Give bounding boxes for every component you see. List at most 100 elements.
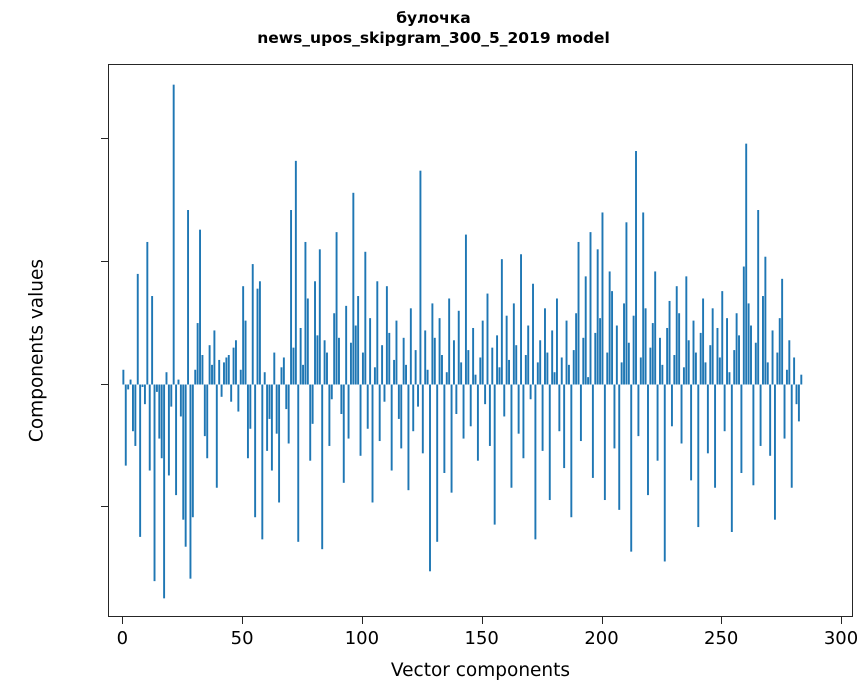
bar — [127, 384, 130, 390]
bar — [711, 308, 714, 385]
bar — [450, 384, 453, 493]
bar — [493, 384, 496, 525]
bar — [797, 384, 800, 422]
bar — [697, 384, 700, 528]
bar — [785, 369, 788, 385]
bar — [381, 345, 384, 385]
bar — [385, 286, 388, 385]
bar — [754, 342, 757, 385]
bar — [694, 352, 697, 385]
bar — [469, 384, 472, 427]
y-tick-mark — [101, 260, 108, 262]
bar — [567, 364, 570, 385]
bar — [141, 384, 144, 387]
bar — [321, 384, 324, 550]
bar — [383, 384, 386, 402]
bar — [534, 384, 537, 540]
bar — [160, 384, 163, 459]
bar — [620, 362, 623, 385]
bar — [280, 367, 283, 385]
bar — [417, 384, 419, 407]
bar — [757, 210, 760, 385]
bar — [414, 350, 417, 385]
bar — [474, 374, 477, 385]
bar — [397, 384, 400, 419]
bar — [376, 281, 379, 385]
bar — [254, 384, 257, 518]
bar — [167, 384, 170, 476]
bar — [740, 384, 743, 473]
bar — [496, 335, 499, 385]
x-tick-mark — [841, 617, 842, 624]
bar — [706, 384, 709, 454]
bar — [309, 384, 312, 461]
bar — [235, 340, 237, 385]
bar — [546, 352, 549, 385]
bar — [139, 384, 142, 537]
bar — [359, 384, 362, 456]
bar — [635, 151, 637, 385]
bar — [587, 377, 590, 385]
bar — [479, 357, 482, 385]
bar — [134, 384, 137, 446]
bar — [663, 384, 666, 562]
bar — [687, 340, 690, 385]
bar — [584, 276, 587, 385]
x-tick-mark — [122, 617, 124, 624]
bar — [194, 369, 197, 385]
bar — [642, 212, 645, 385]
bar — [716, 327, 719, 385]
bar — [196, 323, 199, 385]
bar — [184, 384, 187, 547]
bar — [565, 320, 568, 385]
bar — [752, 384, 755, 486]
bar — [335, 232, 338, 385]
x-tick-mark — [601, 617, 603, 624]
bar — [215, 384, 218, 488]
bar — [793, 357, 796, 385]
bar — [733, 350, 736, 385]
bar — [738, 335, 740, 385]
bar — [285, 384, 288, 410]
bar — [553, 372, 556, 385]
bar — [419, 170, 422, 385]
bar — [527, 325, 530, 385]
bar — [668, 300, 671, 385]
bar — [361, 352, 364, 385]
bar — [721, 291, 724, 385]
bar — [163, 384, 166, 599]
x-tick-label: 200 — [584, 628, 619, 649]
bar — [426, 369, 429, 385]
bar — [625, 222, 628, 385]
bar — [491, 347, 494, 385]
bar — [735, 313, 738, 385]
bar — [783, 384, 786, 439]
bar — [764, 256, 767, 385]
bar — [647, 384, 649, 496]
bar — [618, 384, 621, 510]
x-tick-label: 0 — [116, 628, 129, 649]
bar — [627, 342, 630, 385]
bar — [340, 384, 343, 414]
bar — [304, 241, 307, 385]
bar — [311, 384, 314, 424]
plot-area — [109, 65, 852, 616]
bar — [572, 350, 575, 385]
bar — [407, 384, 410, 491]
bar — [400, 384, 403, 449]
y-axis-label: Components values — [26, 258, 48, 443]
bar — [589, 232, 592, 385]
bar — [424, 330, 427, 385]
bar — [611, 291, 614, 385]
bar — [445, 372, 448, 385]
bar — [148, 384, 151, 471]
bar — [345, 305, 348, 385]
bar — [601, 212, 604, 385]
chart-title-line-1: булочка — [396, 9, 471, 27]
bar — [524, 355, 527, 385]
bar — [354, 325, 357, 385]
bar — [287, 384, 290, 444]
bar — [136, 273, 139, 385]
bar — [747, 303, 750, 385]
